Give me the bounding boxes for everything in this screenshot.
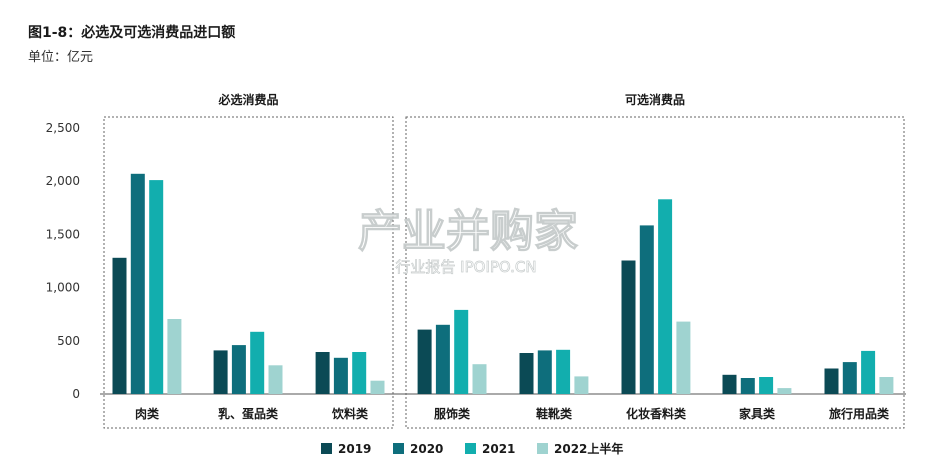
- legend-swatch: [393, 443, 404, 454]
- bar: [370, 380, 385, 394]
- bar: [621, 260, 636, 394]
- category-label: 饮料类: [331, 406, 369, 421]
- bar: [167, 319, 182, 394]
- y-tick-label: 0: [72, 387, 80, 401]
- bar: [676, 321, 691, 394]
- legend-label: 2019: [338, 442, 371, 456]
- y-tick-label: 2,500: [46, 121, 80, 135]
- unit-label: 单位：亿元: [28, 50, 94, 65]
- bar: [250, 331, 265, 394]
- group-label: 可选消费品: [625, 92, 685, 107]
- bar: [149, 180, 164, 394]
- y-tick-label: 1,500: [46, 227, 80, 241]
- bar: [352, 352, 367, 394]
- bar: [519, 353, 534, 394]
- watermark-sub: 行业报告 IPOIPO.CN: [395, 258, 536, 276]
- legend-label: 2020: [410, 442, 443, 456]
- bar: [824, 368, 839, 394]
- bar: [435, 324, 450, 394]
- legend-label: 2021: [482, 442, 515, 456]
- bar: [722, 374, 737, 394]
- bar: [879, 377, 894, 394]
- category-label: 家具类: [739, 406, 776, 421]
- legend-swatch: [465, 443, 476, 454]
- y-tick-label: 500: [57, 334, 80, 348]
- category-label: 化妆香料类: [626, 406, 687, 421]
- bar: [639, 225, 654, 394]
- category-label: 乳、蛋品类: [218, 406, 279, 421]
- bar: [842, 362, 857, 394]
- bar: [740, 378, 755, 394]
- bar: [777, 388, 792, 394]
- legend-swatch: [537, 443, 548, 454]
- y-tick-label: 1,000: [46, 281, 80, 295]
- group-label: 必选消费品: [217, 92, 278, 107]
- category-label: 旅行用品类: [829, 406, 890, 421]
- legend-label: 2022上半年: [554, 441, 623, 456]
- bar: [417, 329, 432, 394]
- bar: [454, 309, 469, 394]
- category-label: 肉类: [135, 406, 160, 421]
- bar: [759, 377, 774, 394]
- bar: [574, 376, 589, 394]
- category-label: 鞋靴类: [536, 406, 573, 421]
- bar: [658, 199, 673, 394]
- bar: [268, 365, 283, 394]
- watermark-main: 产业并购家: [358, 206, 578, 257]
- y-tick-label: 2,000: [46, 174, 80, 188]
- bar: [315, 352, 330, 394]
- legend-swatch: [321, 443, 332, 454]
- bar: [130, 173, 145, 394]
- bar: [231, 345, 246, 394]
- group-box: [103, 116, 394, 429]
- bar: [333, 357, 348, 394]
- bar: [537, 350, 552, 394]
- chart-title: 图1-8：必选及可选消费品进口额: [28, 25, 236, 41]
- group-box: [405, 116, 905, 429]
- bar: [472, 364, 487, 394]
- bar: [213, 350, 228, 394]
- bar: [556, 349, 571, 394]
- category-label: 服饰类: [434, 406, 471, 421]
- bar: [861, 350, 876, 394]
- bar: [112, 257, 127, 394]
